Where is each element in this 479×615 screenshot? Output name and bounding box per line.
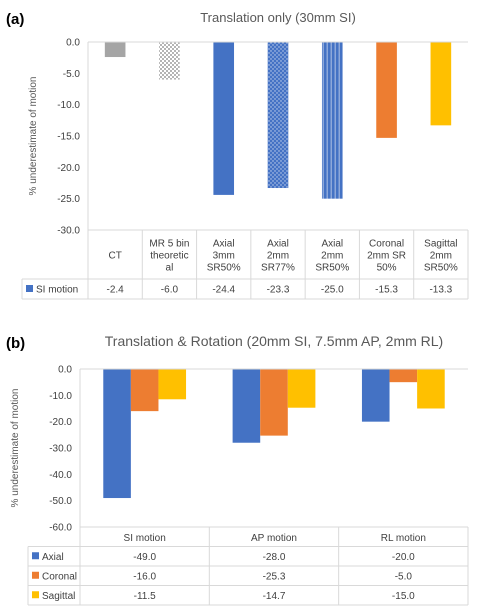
x-tick-label: SI motion [124, 533, 166, 544]
panel-label: (a) [6, 11, 24, 28]
x-tick-label: CT [108, 251, 121, 262]
bar [158, 369, 187, 400]
data-label: -15.0 [392, 591, 415, 602]
data-label: -6.0 [161, 285, 179, 296]
x-tick-label: theoretic [150, 251, 188, 262]
y-tick-label: -60.0 [49, 523, 72, 534]
chart-panel-b: (b) Translation & Rotation (20mm SI, 7.5m… [6, 333, 469, 606]
x-tick-label: Sagittal [424, 239, 457, 250]
x-tick-label: MR 5 bin [149, 239, 189, 250]
bar [260, 369, 288, 436]
data-label: -5.0 [395, 571, 413, 582]
x-tick-label: Axial [213, 239, 235, 250]
x-tick-label: 2mm [430, 251, 452, 262]
data-label: -20.0 [392, 552, 415, 563]
x-tick-label: Axial [321, 239, 343, 250]
data-label: -24.4 [212, 285, 235, 296]
x-tick-label: al [166, 263, 174, 274]
bar [130, 369, 159, 412]
y-tick-label: 0.0 [66, 38, 80, 49]
panel-label: (b) [6, 335, 25, 352]
x-tick-label: 2mm [267, 251, 289, 262]
x-tick-label: 2mm SR [367, 251, 406, 262]
x-tick-label: 2mm [321, 251, 343, 262]
x-tick-label: Coronal [369, 239, 404, 250]
bar [417, 369, 445, 409]
y-axis-title: % underestimate of motion [28, 77, 39, 196]
data-label: -23.3 [267, 285, 290, 296]
data-label: -25.0 [321, 285, 344, 296]
legend-key [26, 285, 33, 292]
y-tick-label: -30.0 [49, 444, 72, 455]
data-label: -13.3 [429, 285, 452, 296]
bar [361, 369, 390, 422]
bar [267, 42, 289, 189]
x-tick-label: 50% [377, 263, 397, 274]
data-label: -2.4 [107, 285, 125, 296]
y-tick-label: 0.0 [58, 365, 72, 376]
y-tick-label: -20.0 [49, 417, 72, 428]
legend-label: Coronal [42, 571, 77, 582]
chart-title: Translation & Rotation (20mm SI, 7.5mm A… [105, 333, 443, 349]
bar [159, 42, 180, 80]
x-tick-label: SR50% [424, 263, 458, 274]
y-tick-label: -10.0 [49, 391, 72, 402]
x-tick-label: SR77% [261, 263, 295, 274]
legend-label: Sagittal [42, 591, 75, 602]
x-tick-label: SR50% [207, 263, 241, 274]
data-table: SI motion AP motion RL motion Axial -49.0 -28… [27, 526, 469, 606]
legend-key [32, 571, 39, 579]
data-label: -14.7 [263, 591, 286, 602]
chart-panel-a: (a) Translation only (30mm SI) % underesti… [6, 10, 469, 300]
y-tick-label: -20.0 [57, 163, 80, 174]
data-label: -28.0 [263, 552, 286, 563]
y-axis: 0.0 -10.0 -20.0 -30.0 -40.0 -50.0 -60.0 [49, 365, 72, 534]
x-tick-label: AP motion [251, 533, 297, 544]
bar [232, 369, 261, 443]
legend-label: Axial [42, 552, 64, 563]
y-axis: 0.0 -5.0 -10.0 -15.0 -20.0 -25.0 -30.0 [57, 38, 80, 237]
chart-title: Translation only (30mm SI) [200, 10, 356, 25]
x-tick-label: RL motion [381, 533, 426, 544]
y-tick-label: -25.0 [57, 194, 80, 205]
data-label: -25.3 [263, 571, 286, 582]
bar [389, 369, 418, 383]
data-label: -49.0 [133, 552, 156, 563]
data-label: -16.0 [133, 571, 156, 582]
bar [287, 369, 316, 408]
legend-label: SI motion [36, 285, 78, 296]
y-tick-label: -30.0 [57, 226, 80, 237]
legend-key [32, 552, 39, 560]
data-label: -11.5 [134, 591, 156, 602]
bar [213, 42, 235, 195]
y-tick-label: -15.0 [57, 132, 80, 143]
y-tick-label: -5.0 [63, 69, 81, 80]
y-axis-title: % underestimate of motion [10, 389, 21, 508]
y-tick-label: -10.0 [57, 100, 80, 111]
x-tick-label: 3mm [213, 251, 235, 262]
bar [376, 42, 397, 138]
bar [103, 369, 131, 499]
bars [103, 369, 445, 499]
data-label: -15.3 [375, 285, 398, 296]
bar [104, 42, 126, 58]
x-tick-label: SR50% [315, 263, 349, 274]
legend-key [32, 591, 39, 599]
bar [430, 42, 452, 126]
x-tick-label: Axial [267, 239, 289, 250]
bar [321, 42, 343, 199]
bars [104, 42, 452, 199]
y-tick-label: -50.0 [49, 496, 72, 507]
y-tick-label: -40.0 [49, 470, 72, 481]
